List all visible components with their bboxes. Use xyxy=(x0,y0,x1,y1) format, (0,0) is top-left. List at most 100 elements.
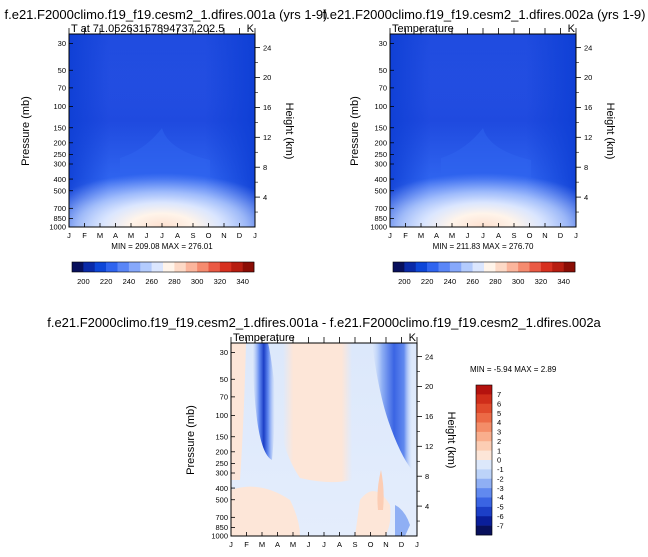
colorbar-swatch xyxy=(242,262,255,272)
month-tick-label: J xyxy=(481,231,485,240)
pressure-tick-label: 400 xyxy=(215,484,228,493)
panel-2-top-ticks xyxy=(389,28,577,34)
month-tick-label: J xyxy=(145,231,149,240)
colorbar-label: 240 xyxy=(444,277,457,286)
month-tick-label: D xyxy=(558,231,564,240)
panel-2-y2label: Height (km) xyxy=(604,103,616,160)
colorbar-swatch xyxy=(461,262,473,272)
month-tick-label: J xyxy=(415,540,419,549)
height-tick-label: 4 xyxy=(425,502,429,511)
pressure-tick-label: 150 xyxy=(374,123,387,132)
pressure-tick-label: 100 xyxy=(215,411,228,420)
colorbar-swatch xyxy=(484,262,496,272)
colorbar-swatch xyxy=(174,262,187,272)
panel-3-plot-area xyxy=(231,343,417,536)
panel-3-warm-left xyxy=(231,343,246,480)
colorbar-swatch xyxy=(128,262,141,272)
pressure-tick-label: 70 xyxy=(58,84,66,93)
pressure-tick-label: 30 xyxy=(220,348,228,357)
month-tick-label: A xyxy=(434,231,439,240)
colorbar-swatch xyxy=(506,262,519,272)
pressure-tick-label: 400 xyxy=(53,175,66,184)
month-tick-label: J xyxy=(322,540,326,549)
panel-2-left-label: Temperature xyxy=(392,23,454,35)
month-tick-label: M xyxy=(449,231,455,240)
colorbar-swatch xyxy=(476,422,492,433)
month-tick-label: D xyxy=(399,540,405,549)
colorbar-swatch xyxy=(518,262,530,272)
colorbar-swatch xyxy=(476,469,492,480)
pressure-tick-label: 50 xyxy=(220,375,228,384)
height-tick-label: 12 xyxy=(263,133,271,142)
panel-3-warm-stripe xyxy=(377,470,384,510)
month-tick-label: F xyxy=(82,231,87,240)
month-tick-label: A xyxy=(337,540,342,549)
panel-3-cold-nov xyxy=(372,343,412,470)
colorbar-swatch xyxy=(476,506,492,517)
colorbar-swatch xyxy=(438,262,451,272)
height-tick-label: 20 xyxy=(425,382,433,391)
panel-3-cold-mar xyxy=(252,343,275,460)
colorbar-swatch xyxy=(552,262,564,272)
colorbar-swatch xyxy=(83,262,96,272)
pressure-tick-label: 200 xyxy=(374,138,387,147)
colorbar-label: 1 xyxy=(497,446,501,455)
pressure-tick-label: 1000 xyxy=(211,532,228,541)
height-tick-label: 16 xyxy=(584,103,592,112)
colorbar-label: 340 xyxy=(557,277,570,286)
panel-1-colorbar: 200 220 240 260 280 300 320 340 xyxy=(71,261,255,286)
height-tick-label: 16 xyxy=(425,412,433,421)
colorbar-swatch xyxy=(540,262,553,272)
panel-1-left-label: T at 71.05263157894737,202.5 xyxy=(71,23,224,35)
month-tick-label: S xyxy=(190,231,195,240)
panel-1-right-label: K xyxy=(247,23,255,35)
colorbar-swatch xyxy=(476,497,492,508)
colorbar-label: 3 xyxy=(497,428,501,437)
panel-2-ylabel: Pressure (mb) xyxy=(349,96,361,166)
colorbar-label: 320 xyxy=(535,277,548,286)
colorbar-swatch xyxy=(94,262,107,272)
pressure-tick-label: 250 xyxy=(374,150,387,159)
panel-2-colorbar: 200 220 240 260 280 300 320 340 xyxy=(392,261,576,286)
height-tick-label: 20 xyxy=(263,73,271,82)
colorbar-frame xyxy=(392,261,576,273)
pressure-tick-label: 850 xyxy=(53,214,66,223)
panel-1-top-ticks xyxy=(68,28,256,34)
panel-2-title: f.e21.F2000climo.f19_f19.cesm2_1.dfires.… xyxy=(322,7,645,22)
pressure-tick-label: 1000 xyxy=(370,223,387,232)
colorbar-frame xyxy=(475,384,493,536)
panel-2-right-label: K xyxy=(568,23,576,35)
colorbar-label: 280 xyxy=(168,277,181,286)
colorbar-swatch xyxy=(404,262,417,272)
colorbar-label: 340 xyxy=(236,277,249,286)
month-tick-label: O xyxy=(368,540,374,549)
colorbar-swatch xyxy=(393,262,405,272)
colorbar-swatch xyxy=(476,488,492,498)
colorbar-swatch xyxy=(529,262,542,272)
height-tick-label: 8 xyxy=(425,472,429,481)
colorbar-swatch xyxy=(427,262,439,272)
height-tick-label: 24 xyxy=(584,43,592,52)
pressure-tick-label: 500 xyxy=(215,495,228,504)
colorbar-swatch xyxy=(208,262,221,272)
panel-2-stats: MIN = 211.83 MAX = 276.70 xyxy=(433,242,534,251)
month-tick-label: A xyxy=(113,231,118,240)
month-tick-label: J xyxy=(574,231,578,240)
month-tick-label: F xyxy=(244,540,249,549)
month-tick-label: J xyxy=(253,231,257,240)
colorbar-label: 280 xyxy=(489,277,502,286)
colorbar-label: -5 xyxy=(497,503,504,512)
month-tick-label: M xyxy=(418,231,424,240)
height-tick-label: 20 xyxy=(584,73,592,82)
month-tick-label: N xyxy=(542,231,547,240)
month-tick-label: D xyxy=(237,231,243,240)
colorbar-label: -3 xyxy=(497,484,504,493)
colorbar-swatch xyxy=(476,460,492,470)
colorbar-label: -6 xyxy=(497,512,504,521)
colorbar-label: -2 xyxy=(497,474,504,483)
panel-3-left-label: Temperature xyxy=(233,332,295,344)
